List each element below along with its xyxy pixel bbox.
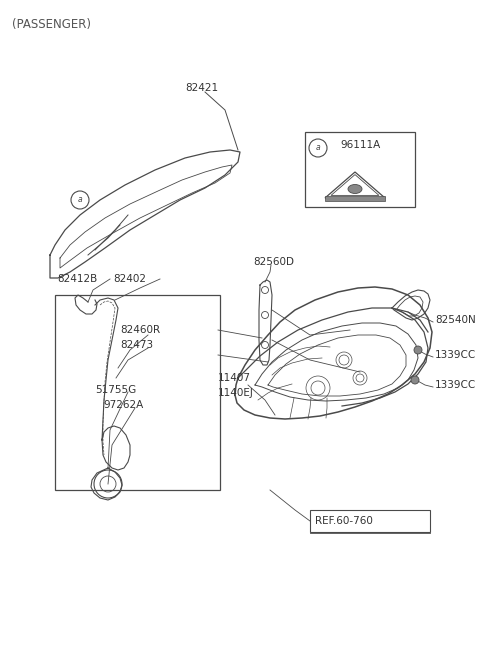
Text: REF.60-760: REF.60-760	[315, 516, 373, 526]
Text: 11407: 11407	[218, 373, 251, 383]
Text: 82421: 82421	[185, 83, 218, 93]
Bar	[310, 510, 430, 532]
Text: 82402: 82402	[113, 274, 146, 284]
Bar	[325, 196, 385, 201]
Text: 96111A: 96111A	[340, 140, 380, 150]
Text: a: a	[78, 195, 82, 204]
Circle shape	[309, 139, 327, 157]
Text: 82460R: 82460R	[120, 325, 160, 335]
Circle shape	[411, 376, 419, 384]
Bar	[305, 132, 415, 207]
Text: (PASSENGER): (PASSENGER)	[12, 18, 91, 31]
Circle shape	[414, 346, 422, 354]
Text: 51755G: 51755G	[95, 385, 136, 395]
Bar	[55, 295, 220, 490]
Text: a: a	[316, 143, 320, 153]
Text: 97262A: 97262A	[103, 400, 143, 410]
Text: 82560D: 82560D	[253, 257, 294, 267]
Text: 1140EJ: 1140EJ	[218, 388, 254, 398]
Text: 82473: 82473	[120, 340, 153, 350]
Circle shape	[71, 191, 89, 209]
Text: 1339CC: 1339CC	[435, 380, 476, 390]
Ellipse shape	[348, 185, 362, 193]
Text: 82412B: 82412B	[57, 274, 97, 284]
Text: 1339CC: 1339CC	[435, 350, 476, 360]
Text: 82540N: 82540N	[435, 315, 476, 325]
